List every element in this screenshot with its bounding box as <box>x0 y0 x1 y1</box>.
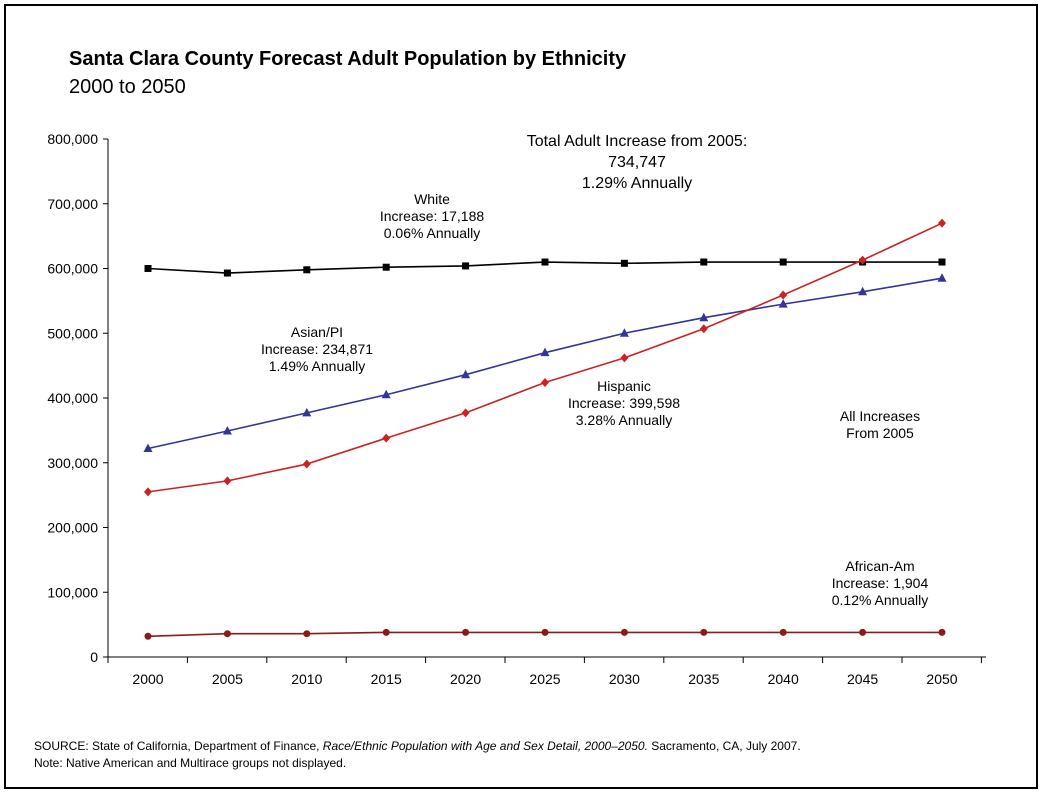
y-tick-label: 500,000 <box>47 325 98 341</box>
data-point-white <box>780 259 787 266</box>
annotation-hispanic-line: Hispanic <box>597 378 651 394</box>
data-point-african <box>621 629 628 636</box>
data-point-african <box>939 629 946 636</box>
data-point-white <box>700 259 707 266</box>
data-point-hispanic <box>938 219 946 228</box>
x-tick-label: 2000 <box>132 671 163 687</box>
annotation-hispanic: Hispanic Increase: 399,598 3.28% Annually <box>568 378 680 428</box>
x-tick-label: 2030 <box>609 671 640 687</box>
annotation-total-line: 734,747 <box>608 154 666 171</box>
y-tick-label: 100,000 <box>47 584 98 600</box>
series-african <box>145 629 946 640</box>
annotation-all-line: From 2005 <box>846 425 914 441</box>
annotation-hispanic-line: Increase: 399,598 <box>568 395 680 411</box>
data-point-hispanic <box>779 291 787 300</box>
source-note: SOURCE: State of California, Department … <box>34 738 801 772</box>
chart-series <box>144 219 947 640</box>
annotation-asian: Asian/PI Increase: 234,871 1.49% Annually <box>261 324 373 374</box>
y-tick-label: 800,000 <box>47 131 98 147</box>
data-point-hispanic <box>462 408 470 417</box>
annotation-african-line: African-Am <box>845 558 914 574</box>
data-point-african <box>224 630 231 637</box>
annotation-total: Total Adult Increase from 2005: 734,747 1.… <box>527 133 748 192</box>
data-point-white <box>303 266 310 273</box>
data-point-hispanic <box>223 476 231 485</box>
y-tick-label: 700,000 <box>47 196 98 212</box>
data-point-african <box>700 629 707 636</box>
data-point-white <box>224 270 231 277</box>
annotation-all: All Increases From 2005 <box>840 408 920 441</box>
x-tick-label: 2045 <box>847 671 878 687</box>
data-point-white <box>939 259 946 266</box>
data-point-hispanic <box>144 487 152 496</box>
y-tick-label: 600,000 <box>47 261 98 277</box>
annotation-african-line: Increase: 1,904 <box>832 575 929 591</box>
annotation-white: White Increase: 17,188 0.06% Annually <box>380 191 485 241</box>
annotation-white-line: 0.06% Annually <box>384 225 481 241</box>
annotation-african-line: 0.12% Annually <box>832 592 929 608</box>
data-point-white <box>542 259 549 266</box>
source-note-line: Note: Native American and Multirace grou… <box>34 755 801 772</box>
data-point-hispanic <box>303 460 311 469</box>
x-tick-label: 2025 <box>529 671 560 687</box>
data-point-asian <box>938 273 947 282</box>
data-point-hispanic <box>620 353 628 362</box>
data-point-african <box>780 629 787 636</box>
x-tick-label: 2050 <box>926 671 957 687</box>
data-point-african <box>542 629 549 636</box>
data-point-hispanic <box>700 324 708 333</box>
data-point-hispanic <box>382 434 390 443</box>
annotation-asian-line: Increase: 234,871 <box>261 341 373 357</box>
x-tick-label: 2035 <box>688 671 719 687</box>
chart-annotations: Total Adult Increase from 2005: 734,747 1.… <box>261 133 929 608</box>
annotation-white-line: Increase: 17,188 <box>380 208 485 224</box>
data-point-white <box>462 262 469 269</box>
annotation-total-line: Total Adult Increase from 2005: <box>527 133 748 150</box>
source-suffix: Sacramento, CA, July 2007. <box>648 739 801 753</box>
annotation-asian-line: 1.49% Annually <box>269 358 366 374</box>
source-italic: Race/Ethnic Population with Age and Sex … <box>323 739 648 753</box>
data-point-white <box>621 260 628 267</box>
annotation-white-line: White <box>414 191 450 207</box>
series-line-asian <box>148 278 942 448</box>
y-tick-label: 0 <box>90 649 98 665</box>
data-point-hispanic <box>541 378 549 387</box>
x-tick-label: 2015 <box>371 671 402 687</box>
annotation-asian-line: Asian/PI <box>291 324 343 340</box>
x-tick-label: 2005 <box>212 671 243 687</box>
x-tick-label: 2010 <box>291 671 322 687</box>
annotation-african: African-Am Increase: 1,904 0.12% Annually <box>832 558 929 608</box>
annotation-total-line: 1.29% Annually <box>582 175 692 192</box>
annotation-hispanic-line: 3.28% Annually <box>576 412 673 428</box>
y-tick-label: 200,000 <box>47 520 98 536</box>
x-tick-label: 2020 <box>450 671 481 687</box>
series-white <box>145 259 946 277</box>
source-prefix: SOURCE: State of California, Department … <box>34 739 323 753</box>
y-tick-label: 400,000 <box>47 390 98 406</box>
annotation-all-line: All Increases <box>840 408 920 424</box>
data-point-african <box>462 629 469 636</box>
data-point-white <box>383 264 390 271</box>
y-tick-label: 300,000 <box>47 455 98 471</box>
data-point-african <box>145 633 152 640</box>
data-point-white <box>145 265 152 272</box>
series-asian <box>144 273 947 452</box>
data-point-african <box>859 629 866 636</box>
data-point-african <box>303 630 310 637</box>
data-point-african <box>383 629 390 636</box>
x-tick-label: 2040 <box>768 671 799 687</box>
